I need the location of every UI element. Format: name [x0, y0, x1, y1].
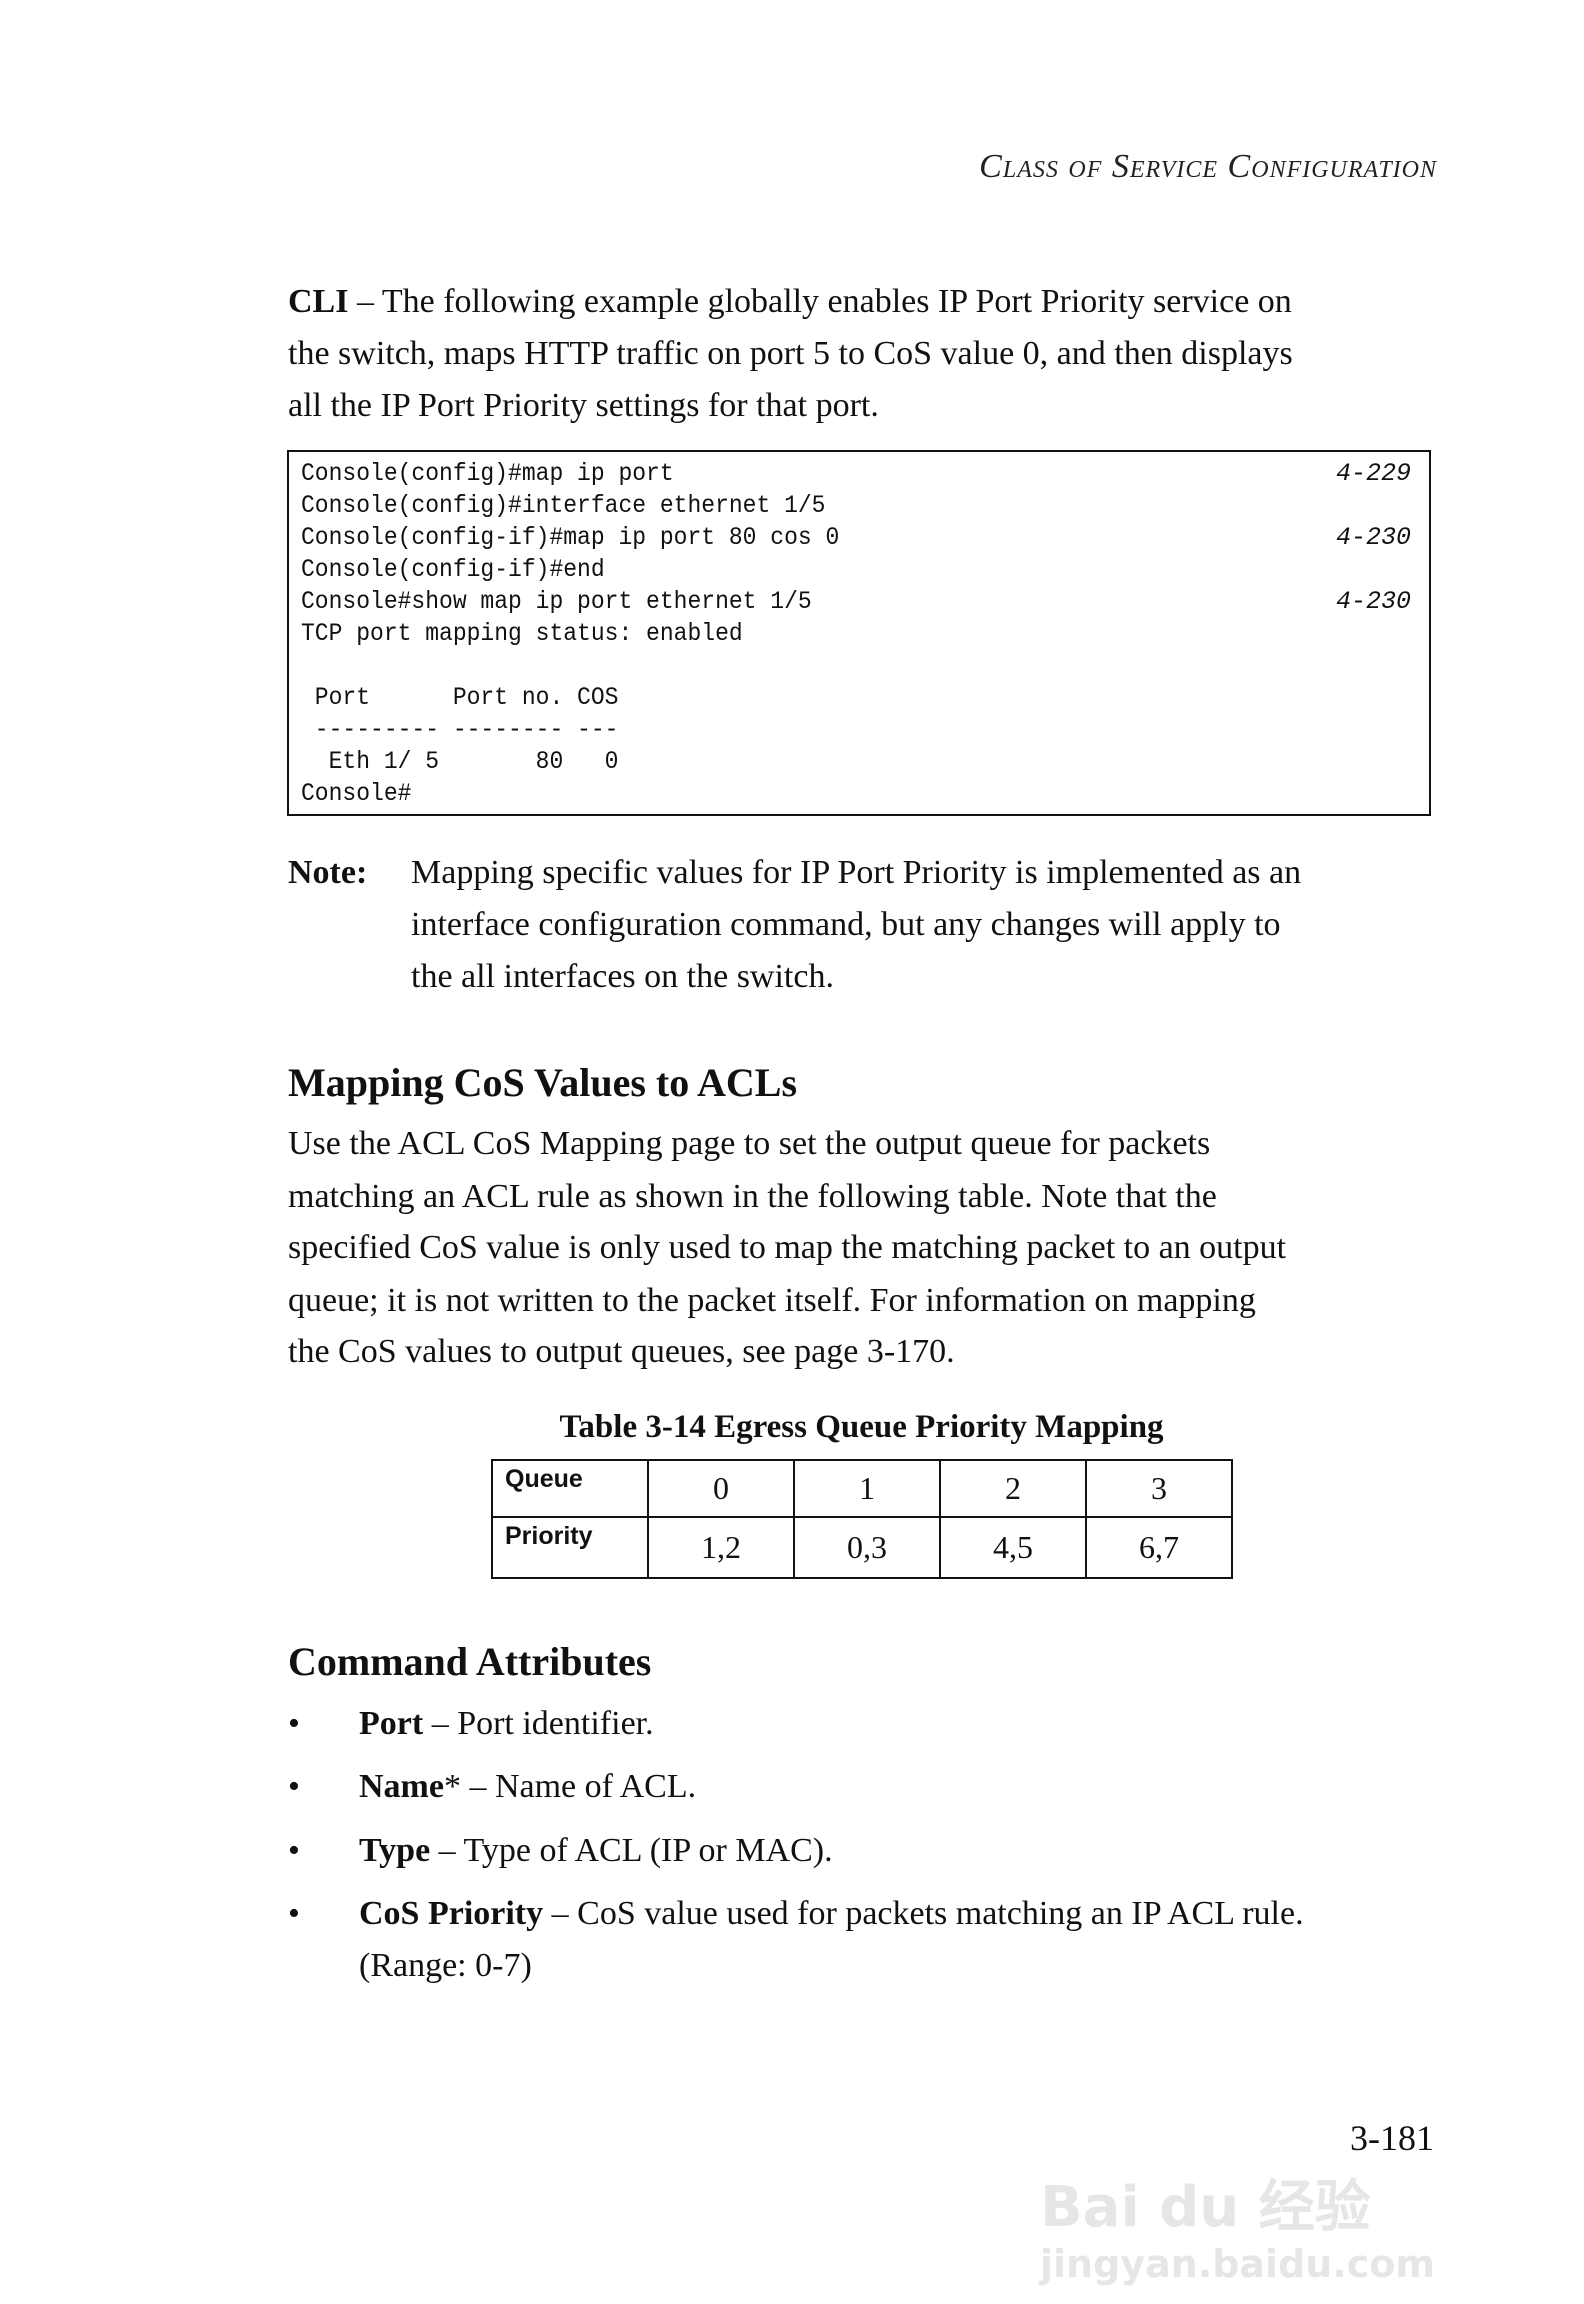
- code-ref: 4-229: [1335, 459, 1411, 488]
- table-cell: 1: [793, 1459, 941, 1518]
- note-line: Mapping specific values for IP Port Prio…: [411, 854, 1302, 891]
- code-line: Console(config-if)#end: [301, 555, 605, 584]
- code-line: Console#: [301, 779, 412, 808]
- attribute-term: Name: [359, 1768, 444, 1805]
- attribute-term: Port: [359, 1705, 424, 1742]
- row-header: Priority: [491, 1516, 649, 1579]
- attribute-item: Name* – Name of ACL.: [359, 1761, 696, 1813]
- code-line: Console(config-if)#map ip port 80 cos 0: [301, 523, 840, 552]
- code-ref: 4-230: [1335, 523, 1411, 552]
- attribute-term: Type: [359, 1832, 431, 1869]
- attribute-desc: – Type of ACL (IP or MAC).: [430, 1832, 833, 1869]
- page-number: 3-181: [1350, 2118, 1434, 2158]
- queue-priority-table: Queue 0 1 2 3 Priority 1,2 0,3 4,5 6,7: [491, 1459, 1233, 1579]
- cli-label: CLI: [288, 283, 349, 320]
- bullet: •: [288, 1705, 300, 1742]
- attribute-continuation: (Range: 0-7): [359, 1947, 532, 1984]
- attribute-desc: – Name of ACL.: [460, 1768, 697, 1805]
- table-cell: 2: [939, 1459, 1087, 1518]
- attribute-item: Port – Port identifier.: [359, 1698, 654, 1750]
- code-ref: 4-230: [1335, 587, 1411, 616]
- table-cell: 1,2: [647, 1516, 795, 1579]
- note-line: interface configuration command, but any…: [411, 906, 1281, 943]
- code-line: Console(config)#interface ethernet 1/5: [301, 491, 826, 520]
- watermark-logo-text: Bai du 经验: [1040, 2175, 1371, 2240]
- running-header: Class of Service Configuration: [979, 148, 1437, 185]
- section-line: the CoS values to output queues, see pag…: [288, 1333, 955, 1370]
- row-header: Queue: [491, 1459, 649, 1518]
- bullet: •: [288, 1768, 300, 1805]
- note-line: the all interfaces on the switch.: [411, 958, 834, 995]
- bullet: •: [288, 1832, 300, 1869]
- code-line: --------- -------- ---: [301, 715, 619, 744]
- attribute-item: CoS Priority – CoS value used for packet…: [359, 1888, 1304, 1940]
- cli-paragraph-line-3: all the IP Port Priority settings for th…: [288, 387, 879, 424]
- table-caption: Table 3-14 Egress Queue Priority Mapping: [559, 1409, 1164, 1445]
- table-cell: 4,5: [939, 1516, 1087, 1579]
- code-line: Port Port no. COS: [301, 683, 619, 712]
- attribute-desc: – Port identifier.: [423, 1705, 654, 1742]
- table-cell: 0,3: [793, 1516, 941, 1579]
- table-row: Priority 1,2 0,3 4,5 6,7: [491, 1516, 1233, 1579]
- section-line: matching an ACL rule as shown in the fol…: [288, 1178, 1217, 1215]
- table-row: Queue 0 1 2 3: [491, 1459, 1233, 1518]
- bullet: •: [288, 1895, 300, 1932]
- attribute-item: Type – Type of ACL (IP or MAC).: [359, 1825, 833, 1877]
- section-line: specified CoS value is only used to map …: [288, 1229, 1287, 1266]
- code-line: Eth 1/ 5 80 0: [301, 747, 619, 776]
- table-cell: 3: [1085, 1459, 1233, 1518]
- section-line: queue; it is not written to the packet i…: [288, 1282, 1256, 1319]
- cli-text: – The following example globally enables…: [348, 283, 1292, 320]
- section-line: Use the ACL CoS Mapping page to set the …: [288, 1125, 1211, 1162]
- code-line: Console(config)#map ip port: [301, 459, 674, 488]
- table-cell: 0: [647, 1459, 795, 1518]
- note-label: Note:: [288, 854, 368, 891]
- attribute-term: CoS Priority: [359, 1895, 544, 1932]
- code-block: Console(config)#map ip port 4-229 Console…: [287, 450, 1431, 816]
- required-mark: *: [443, 1768, 461, 1805]
- watermark-url: jingyan.baidu.com: [1040, 2242, 1435, 2286]
- table-cell: 6,7: [1085, 1516, 1233, 1579]
- attribute-desc: – CoS value used for packets matching an…: [543, 1895, 1304, 1932]
- cli-paragraph-line-1: CLI – The following example globally ena…: [288, 276, 1292, 328]
- code-line: TCP port mapping status: enabled: [301, 619, 743, 648]
- section-heading: Mapping CoS Values to ACLs: [288, 1060, 798, 1105]
- command-attributes-heading: Command Attributes: [288, 1639, 652, 1684]
- baidu-watermark-logo: Bai du 经验 jingyan.baidu.com: [1040, 2176, 1435, 2288]
- cli-paragraph-line-2: the switch, maps HTTP traffic on port 5 …: [288, 335, 1293, 372]
- code-line: Console#show map ip port ethernet 1/5: [301, 587, 812, 616]
